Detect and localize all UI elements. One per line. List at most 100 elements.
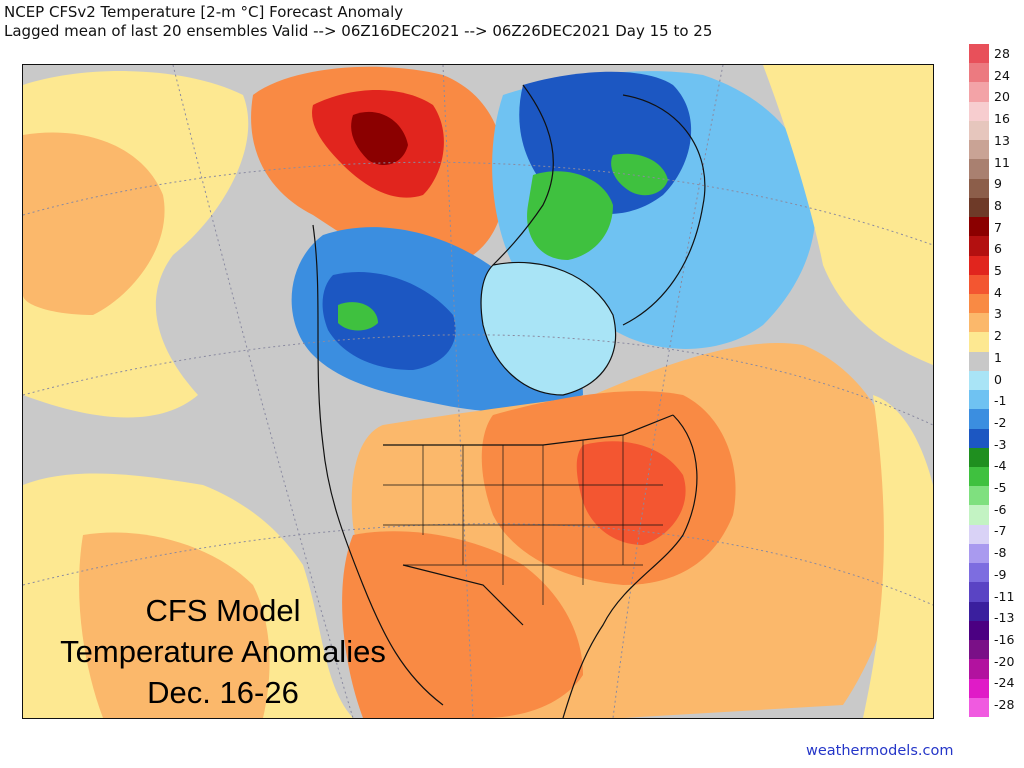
colorbar-label: 11	[994, 154, 1010, 170]
colorbar-swatch	[969, 370, 989, 391]
mid-atlantic-warm-spot	[576, 441, 686, 545]
colorbar-label: -20	[994, 653, 1015, 669]
colorbar-label: 28	[994, 46, 1010, 61]
colorbar-label: -1	[994, 393, 1007, 409]
colorbar-swatch	[969, 447, 989, 468]
colorbar-label: -7	[994, 523, 1007, 539]
hudson-bay-coast	[480, 261, 617, 396]
us-mexico-border	[402, 564, 524, 626]
colorbar-swatch	[969, 678, 989, 699]
tropical-atlantic-warm	[863, 395, 933, 718]
colorbar-swatch	[969, 274, 989, 295]
colorbar-swatch	[969, 332, 989, 353]
colorbar-label: 3	[994, 306, 1002, 322]
colorbar-label: 1	[994, 349, 1002, 365]
colorbar-swatch	[969, 82, 989, 103]
colorbar-swatch	[969, 140, 989, 160]
colorbar-swatch	[969, 390, 989, 410]
colorbar-label: 4	[994, 284, 1002, 300]
caption-line-3: Dec. 16-26	[147, 675, 299, 710]
colorbar-swatch	[969, 697, 989, 718]
colorbar-label: -2	[994, 414, 1007, 430]
colorbar-swatch	[969, 351, 989, 372]
colorbar-label: -11	[994, 588, 1015, 604]
colorbar-swatch	[969, 101, 989, 122]
title-line-2: Lagged mean of last 20 ensembles Valid -…	[4, 22, 713, 40]
colorbar-label: -5	[994, 480, 1007, 495]
colorbar-label: 13	[994, 132, 1010, 148]
colorbar-swatch	[969, 120, 989, 141]
north-atlantic-warm	[763, 65, 933, 365]
colorbar-label: 16	[994, 111, 1010, 127]
colorbar-label: 9	[994, 176, 1002, 192]
graticule-line	[23, 334, 933, 426]
colorbar-swatch	[969, 255, 989, 276]
colorbar-swatch	[969, 620, 989, 641]
colorbar-swatch	[969, 505, 989, 526]
colorbar-swatch	[969, 409, 989, 430]
colorbar-label: 7	[994, 219, 1002, 235]
colorbar-label: -13	[994, 610, 1015, 626]
colorbar-label: -8	[994, 545, 1007, 561]
colorbar	[969, 44, 989, 718]
pacific-coastline	[312, 224, 444, 706]
colorbar-label: 6	[994, 241, 1002, 257]
atlantic-coastline	[562, 414, 698, 718]
graticule-line	[23, 523, 933, 606]
western-canada-cold-core	[322, 271, 456, 370]
colorbar-label: 8	[994, 197, 1002, 213]
colorbar-label: -6	[994, 501, 1007, 517]
colorbar-swatch	[969, 178, 989, 199]
colorbar-swatch	[969, 486, 989, 506]
colorbar-swatch	[969, 563, 989, 583]
alaska-hot-spot	[351, 111, 408, 165]
chart-title: NCEP CFSv2 Temperature [2-m °C] Forecast…	[4, 3, 712, 41]
map-caption: CFS Model Temperature Anomalies Dec. 16-…	[23, 590, 423, 713]
colorbar-swatch	[969, 543, 989, 564]
mexico-warm-region	[342, 531, 583, 718]
colorbar-swatch	[969, 659, 989, 680]
alberta-very-cold	[338, 302, 378, 331]
arctic-islands-coast	[492, 84, 554, 266]
colorbar-label: 20	[994, 89, 1010, 105]
greenland-coast	[622, 94, 706, 326]
colorbar-label: -9	[994, 566, 1007, 582]
title-line-1: NCEP CFSv2 Temperature [2-m °C] Forecast…	[4, 3, 404, 21]
pacific-warm-core	[23, 132, 165, 315]
colorbar-swatch	[969, 217, 989, 237]
credit-link[interactable]: weathermodels.com	[806, 743, 954, 759]
anomaly-map: CFS Model Temperature Anomalies Dec. 16-…	[22, 64, 934, 719]
subtropical-pacific-core	[79, 532, 270, 718]
colorbar-swatch	[969, 159, 989, 180]
colorbar-swatch	[969, 197, 989, 218]
colorbar-swatch	[969, 428, 989, 449]
graticule-line	[23, 161, 933, 246]
colorbar-label: -16	[994, 631, 1015, 647]
colorbar-swatch	[969, 582, 989, 603]
colorbar-swatch	[969, 313, 989, 333]
graticule-line	[442, 65, 474, 718]
colorbar-swatch	[969, 236, 989, 256]
colorbar-label: 2	[994, 328, 1002, 344]
hudson-bay-cool	[481, 262, 616, 395]
caption-line-1: CFS Model	[145, 593, 301, 628]
colorbar-swatch	[969, 524, 989, 545]
colorbar-label: -4	[994, 458, 1007, 474]
colorbar-label: 24	[994, 67, 1010, 83]
map-canvas	[23, 65, 933, 718]
caption-line-2: Temperature Anomalies	[60, 634, 386, 669]
greenland-very-cold	[611, 153, 668, 196]
colorbar-swatch	[969, 467, 989, 487]
colorbar-label: 0	[994, 371, 1002, 387]
colorbar-label: 5	[994, 263, 1002, 278]
colorbar-swatch	[969, 601, 989, 622]
colorbar-swatch	[969, 63, 989, 83]
colorbar-swatch	[969, 44, 989, 64]
graticule	[23, 65, 933, 718]
state-borders	[383, 435, 663, 605]
colorbar-label: -3	[994, 436, 1007, 452]
colorbar-swatch	[969, 293, 989, 314]
colorbar-label: -28	[994, 697, 1015, 712]
colorbar-swatch	[969, 640, 989, 660]
colorbar-label: -24	[994, 675, 1015, 691]
